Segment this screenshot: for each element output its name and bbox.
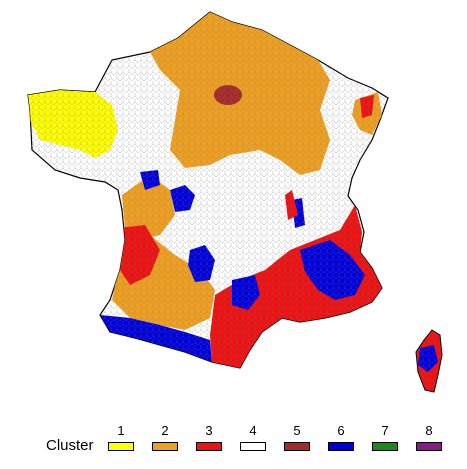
legend-item-1: 1 [106,420,136,460]
commune-grid [28,12,388,368]
map-legend: Cluster 1 2 3 4 5 6 7 8 [0,420,467,469]
legend-swatch [196,442,222,451]
legend-swatch [372,442,398,451]
legend-item-4: 4 [238,420,268,460]
legend-label: 2 [161,423,169,438]
legend-label: 8 [425,423,433,438]
legend-swatch [152,442,178,451]
legend-item-3: 3 [194,420,224,460]
corsica-communes [416,330,442,392]
legend-label: 4 [249,423,257,438]
legend-swatch [328,442,354,451]
legend-item-5: 5 [282,420,312,460]
map-container [27,11,443,393]
legend-title: Cluster [46,437,94,454]
legend-item-6: 6 [326,420,356,460]
legend-label: 7 [381,423,389,438]
legend-swatch [108,442,134,451]
legend-label: 1 [117,423,125,438]
legend-swatch [240,442,266,451]
legend-item-8: 8 [414,420,444,460]
legend-label: 6 [337,423,345,438]
legend-label: 5 [293,423,301,438]
legend-swatch [284,442,310,451]
legend-label: 3 [205,423,213,438]
france-cluster-map [27,11,443,393]
legend-item-2: 2 [150,420,180,460]
legend-swatch [416,442,442,451]
legend-item-7: 7 [370,420,400,460]
